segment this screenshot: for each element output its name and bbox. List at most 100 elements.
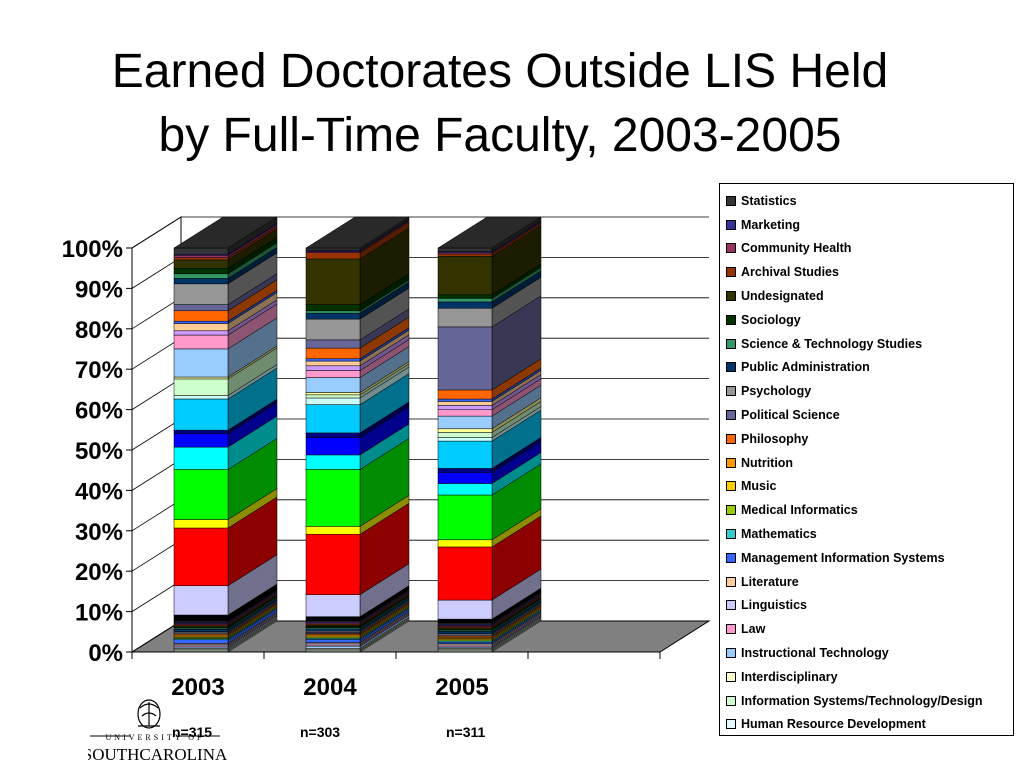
bar-segment-2005 [437,599,493,620]
bar-segment-2005 [437,631,493,635]
bar-segment-2003 [173,259,229,269]
legend-label: Linguistics [741,598,807,613]
legend-label: Human Resource Development [741,717,926,732]
legend-swatch [726,243,736,254]
legend-label: Public Administration [741,360,870,375]
y-tick-label: 90% [75,276,123,303]
x-tick-label: 2003 [171,674,224,701]
bar-segment-2003 [173,320,229,324]
bar-segment-2003 [173,334,229,350]
bar-segment-2003 [173,348,229,378]
bar-segment-2003 [173,378,229,396]
bar-segment-2005 [437,539,493,548]
bar-segment-2003 [173,585,229,616]
legend-swatch [726,362,736,373]
bar-segment-2005 [437,428,493,433]
bar-segment-2005 [437,298,493,303]
legend-swatch [726,600,736,611]
legend-item: Marketing [726,213,1013,237]
bar-segment-2004 [305,616,361,621]
bar-segment-2005 [437,398,493,402]
bar-segment-2005 [437,326,493,391]
bar-stack-2005 [437,216,542,653]
legend-item: Music [726,475,1013,499]
y-tick-label: 60% [75,398,123,425]
y-tick-label: 80% [75,317,123,344]
n-label-2005: n=311 [446,724,486,740]
bar-segment-2004 [305,533,361,595]
bar-segment-2004 [305,628,361,632]
chart-title: Earned Doctorates Outside LIS Held by Fu… [0,40,1000,168]
bar-segment-2005 [437,401,493,406]
university-logo: UNIVERSITY OF SOUTHCAROLINA [88,699,228,764]
legend-swatch [726,505,736,516]
bar-segment-2003 [173,376,229,380]
bar-segment-2004 [305,365,361,371]
legend-item: Psychology [726,379,1013,403]
legend-item: Instructional Technology [726,641,1013,665]
legend-swatch [726,386,736,397]
bar-segment-2004 [305,339,361,349]
legend-swatch [726,219,736,230]
legend-item: Archival Studies [726,260,1013,284]
legend-item: Sociology [726,308,1013,332]
y-tick-label: 50% [75,438,123,465]
bar-segment-2004 [305,312,361,320]
chart-axes [126,247,661,659]
legend-label: Community Health [741,241,852,256]
bar-segment-2003 [173,273,229,279]
bar-segment-2004 [305,594,361,617]
logo-university-text: UNIVERSITY OF [106,733,205,742]
legend-swatch [726,529,736,540]
bar-segment-2003 [173,330,229,336]
legend-label: Nutrition [741,455,794,470]
bar-segment-2005 [437,301,493,309]
legend-label: Sociology [741,312,801,327]
legend-swatch [726,338,736,349]
bar-segment-2003 [173,629,229,632]
legend-swatch [726,267,736,278]
legend-label: Law [741,622,766,637]
bar-segment-2003 [173,255,229,258]
legend-label: Psychology [741,384,812,399]
y-tick-label: 100% [62,236,123,263]
bar-segment-2004 [305,370,361,378]
legend-swatch [726,291,736,302]
bar-segment-2003 [173,519,229,529]
bar-segment-2004 [305,258,361,305]
bar-segment-2004 [305,645,361,649]
legend-label: Music [741,479,777,494]
legend-label: Undesignated [741,289,824,304]
bar-segment-2003 [173,398,229,431]
bar-segment-2004 [305,310,361,314]
bar-segment-2003 [173,323,229,332]
bar-segment-2004 [305,377,361,393]
logo-southcarolina-text: SOUTHCAROLINA [88,745,228,764]
bar-stack-2003 [173,216,278,653]
legend-label: Marketing [741,217,801,232]
bar-segment-2003 [173,395,229,400]
legend-swatch [726,576,736,587]
bar-segment-2005 [437,294,493,299]
bar-segment-2004 [305,392,361,396]
legend-item: Undesignated [726,284,1013,308]
bar-segment-2003 [173,247,229,255]
legend-label: Political Science [741,408,840,423]
legend-item: Law [726,617,1013,641]
legend-label: Archival Studies [741,265,839,280]
legend-item: Statistics [726,189,1013,213]
bar-segment-2004 [305,454,361,470]
x-tick-label: 2004 [303,674,357,701]
legend-item: Linguistics [726,594,1013,618]
y-tick-label: 40% [75,478,123,505]
legend-label: Management Information Systems [741,550,945,565]
palmetto-seal-icon [137,699,161,729]
legend-label: Philosophy [741,431,809,446]
bar-segment-2003 [173,278,229,285]
legend-swatch [726,671,736,682]
legend-label: Literature [741,574,799,589]
bar-segment-2003 [173,257,229,261]
legend-swatch [726,195,736,206]
legend: Statistics Marketing Community Health Archi… [719,183,1014,736]
legend-swatch [726,624,736,635]
